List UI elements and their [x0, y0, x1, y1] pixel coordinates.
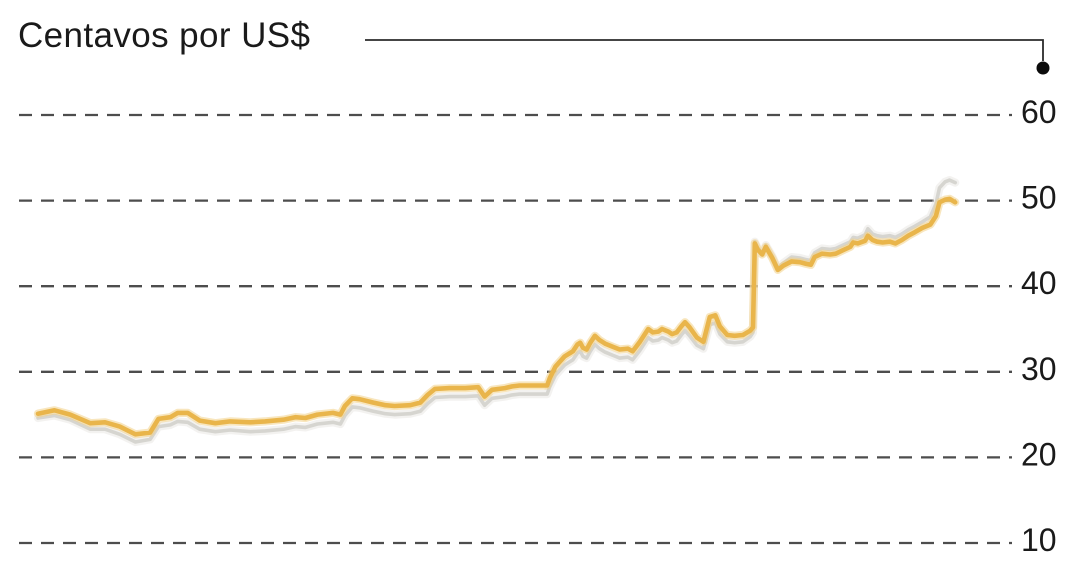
y-tick-label-60: 60 — [1021, 94, 1057, 130]
series-layer — [33, 176, 960, 447]
y-tick-label-20: 20 — [1021, 436, 1057, 472]
title-callout — [365, 39, 1050, 75]
y-axis-labels-layer: 60 50 40 30 20 10 — [1021, 94, 1057, 558]
series-halo-gray — [33, 176, 960, 447]
chart-title: Centavos por US$ — [18, 16, 311, 55]
series-line-gray — [36, 178, 958, 444]
y-tick-label-50: 50 — [1021, 180, 1057, 216]
series-line-yellow — [35, 196, 958, 437]
gridlines-layer — [19, 113, 1012, 545]
y-tick-label-30: 30 — [1021, 351, 1057, 387]
y-tick-label-40: 40 — [1021, 265, 1057, 301]
title-leader-line — [365, 39, 1044, 61]
y-tick-label-10: 10 — [1021, 522, 1057, 558]
callout-dot — [1036, 61, 1050, 75]
